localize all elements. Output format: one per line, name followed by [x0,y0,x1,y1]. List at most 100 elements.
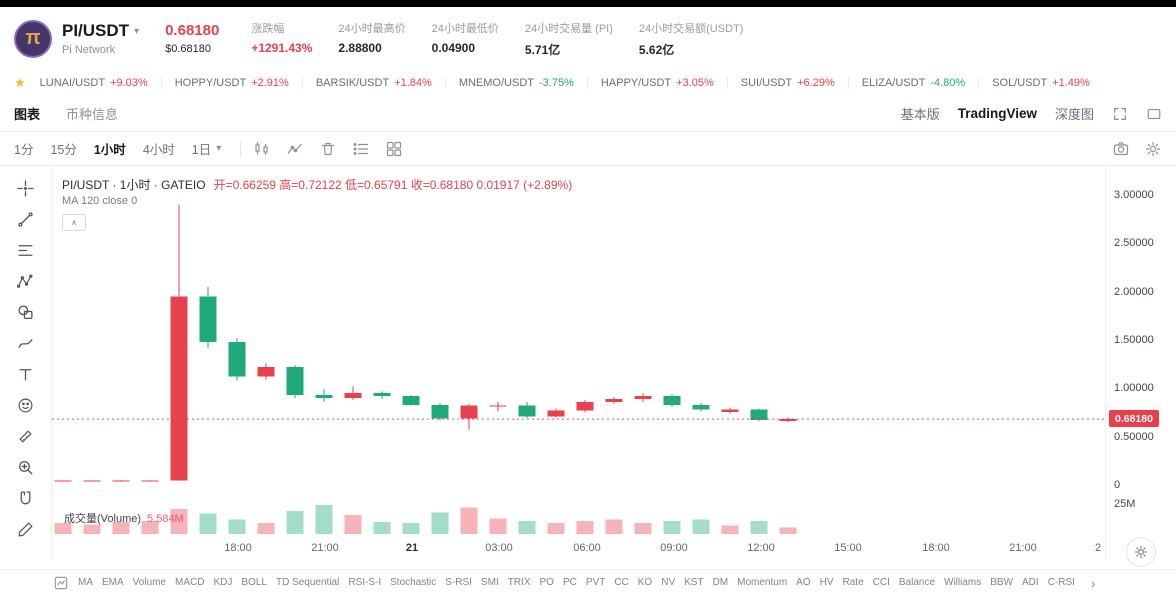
price-axis[interactable]: 0.68180 3.00000 2.50000 2.00000 1.50000 1.00… [1105,166,1176,560]
indicator-item[interactable]: SMI [480,577,499,588]
legend-collapse-button[interactable]: ∧ [62,214,86,231]
indicator-item[interactable]: S-RSI [445,577,472,588]
chart-mode-tab[interactable]: 基本版 [900,107,940,122]
favorites-star-icon[interactable]: ★ [14,75,26,90]
ticker-item[interactable]: HOPPY/USDT +2.91% [160,77,289,89]
indicator-item[interactable]: MA [78,577,93,588]
ticker-item[interactable]: MNEMO/USDT -3.75% [444,77,574,89]
chart-legend: PI/USDT · 1小时 · GATEIO 开=0.66259 高=0.7212… [62,176,572,193]
chart-mode-tab[interactable]: 深度图 [1054,107,1094,122]
interval-button[interactable]: 4小时 [142,143,175,157]
indicator-item[interactable]: KDJ [213,577,233,588]
chart-preferences-button[interactable] [1126,537,1156,567]
layout-grid-icon[interactable] [385,140,403,158]
xabcd-pattern-icon[interactable] [17,273,34,290]
indicator-more-chevron-icon[interactable]: › [1091,574,1096,591]
brush-icon[interactable] [17,335,34,352]
trendline-icon[interactable] [17,211,34,228]
volume-axis-label: 25M [1114,498,1136,510]
indicator-item[interactable]: DM [712,577,729,588]
volume-bar [54,523,72,534]
camera-icon[interactable] [1112,140,1130,158]
time-axis-label: 2 [1094,542,1102,554]
edit-pencil-icon[interactable] [17,521,34,538]
indicator-item[interactable]: PO [539,577,554,588]
indicator-item[interactable]: PVT [585,577,606,588]
magnet-icon[interactable] [17,490,34,507]
ticker-item[interactable]: BARSIK/USDT +1.84% [301,77,432,89]
indicator-item[interactable]: Stochastic [390,577,437,588]
indicator-item[interactable]: Volume [132,577,167,588]
volume-bar [663,520,681,534]
indicator-item[interactable]: PC [562,577,577,588]
candle-body [112,480,130,482]
ticker-change: +3.05% [676,77,714,89]
list-settings-icon[interactable] [352,140,370,158]
chart-settings-icon[interactable] [1144,140,1162,158]
header-stat: 24小时最低价 0.04900 [432,20,499,58]
interval-button[interactable]: 1分 [14,143,34,157]
indicator-item[interactable]: BOLL [241,577,267,588]
interval-button[interactable]: 1日 ▾ [191,143,222,157]
shapes-icon[interactable] [17,304,34,321]
indicator-item[interactable]: AO [796,577,811,588]
fullscreen-icon[interactable] [1112,106,1128,122]
indicator-item[interactable]: Williams [944,577,982,588]
pair-header: π PI/USDT ▾ Pi Network 0.68180 $0.68180 … [0,7,1176,70]
time-axis-label: 21:00 [1009,542,1037,554]
view-tabs: 图表 币种信息 [14,104,144,123]
indicator-item[interactable]: TRIX [507,577,531,588]
chart-canvas[interactable]: PI/USDT · 1小时 · GATEIO 开=0.66259 高=0.7212… [52,166,1105,535]
view-tab[interactable]: 图表 [14,107,41,122]
interval-button[interactable]: 15分 [50,143,77,157]
ticker-item[interactable]: HAPPY/USDT +3.05% [586,77,714,89]
indicator-chart-icon[interactable] [54,576,68,590]
indicator-item[interactable]: RSI-S-I [348,577,382,588]
candle-body [228,341,246,377]
ticker-pair: SOL/USDT [992,77,1048,89]
interval-buttons: 1分 15分 1小时 4小时 1日 ▾ [14,139,238,158]
fib-retracement-icon[interactable] [17,242,34,259]
indicator-item[interactable]: BBW [990,577,1014,588]
indicator-item[interactable]: EMA [102,577,124,588]
indicator-item[interactable]: C-RSI [1047,577,1075,588]
indicator-item[interactable]: ADI [1022,577,1039,588]
indicator-item[interactable]: Momentum [737,577,788,588]
zoom-icon[interactable] [17,459,34,476]
crosshair-icon[interactable] [17,180,34,197]
pair-selector[interactable]: PI/USDT ▾ [62,21,139,41]
indicator-item[interactable]: KST [684,577,704,588]
indicator-item[interactable]: KO [637,577,653,588]
indicator-item[interactable]: Rate [842,577,864,588]
indicator-item[interactable]: MACD [175,577,205,588]
ticker-pair: MNEMO/USDT [458,77,534,89]
volume-bar [489,518,507,534]
view-tab[interactable]: 币种信息 [66,107,119,122]
ticker-item[interactable]: LUNAI/USDT +9.03% [40,77,148,89]
candlestick-style-icon[interactable] [253,140,271,158]
emoji-icon[interactable] [17,397,34,414]
indicator-line-icon[interactable] [286,140,304,158]
indicator-item[interactable]: Balance [898,577,936,588]
popup-window-icon[interactable] [1146,106,1162,122]
coin-logo: π [14,19,52,58]
time-axis-label: 21 [405,542,419,554]
indicator-item[interactable]: HV [819,577,834,588]
ticker-list: LUNAI/USDT +9.03% HOPPY/USDT +2.91% BARSIK/U… [40,77,1090,89]
indicator-item[interactable]: CCI [872,577,890,588]
ticker-item[interactable]: ELIZA/USDT -4.80% [847,77,965,89]
indicator-item[interactable]: TD Sequential [275,577,340,588]
ticker-item[interactable]: SOL/USDT +1.49% [978,77,1090,89]
network-name: Pi Network [62,44,116,56]
volume-bar [692,519,710,534]
text-tool-icon[interactable] [17,366,34,383]
indicator-item[interactable]: CC [614,577,629,588]
time-axis[interactable]: 18:00 21:00 21 03:00 06:00 09:00 12:00 15:00 18:… [52,535,1105,560]
trash-icon[interactable] [319,140,337,158]
indicator-item[interactable]: NV [661,577,676,588]
interval-button[interactable]: 1小时 [93,143,126,157]
ruler-icon[interactable] [17,428,34,445]
ticker-item[interactable]: SUI/USDT +6.29% [726,77,835,89]
ticker-change: -3.75% [538,77,574,89]
chart-mode-tab[interactable]: TradingView [957,106,1037,121]
